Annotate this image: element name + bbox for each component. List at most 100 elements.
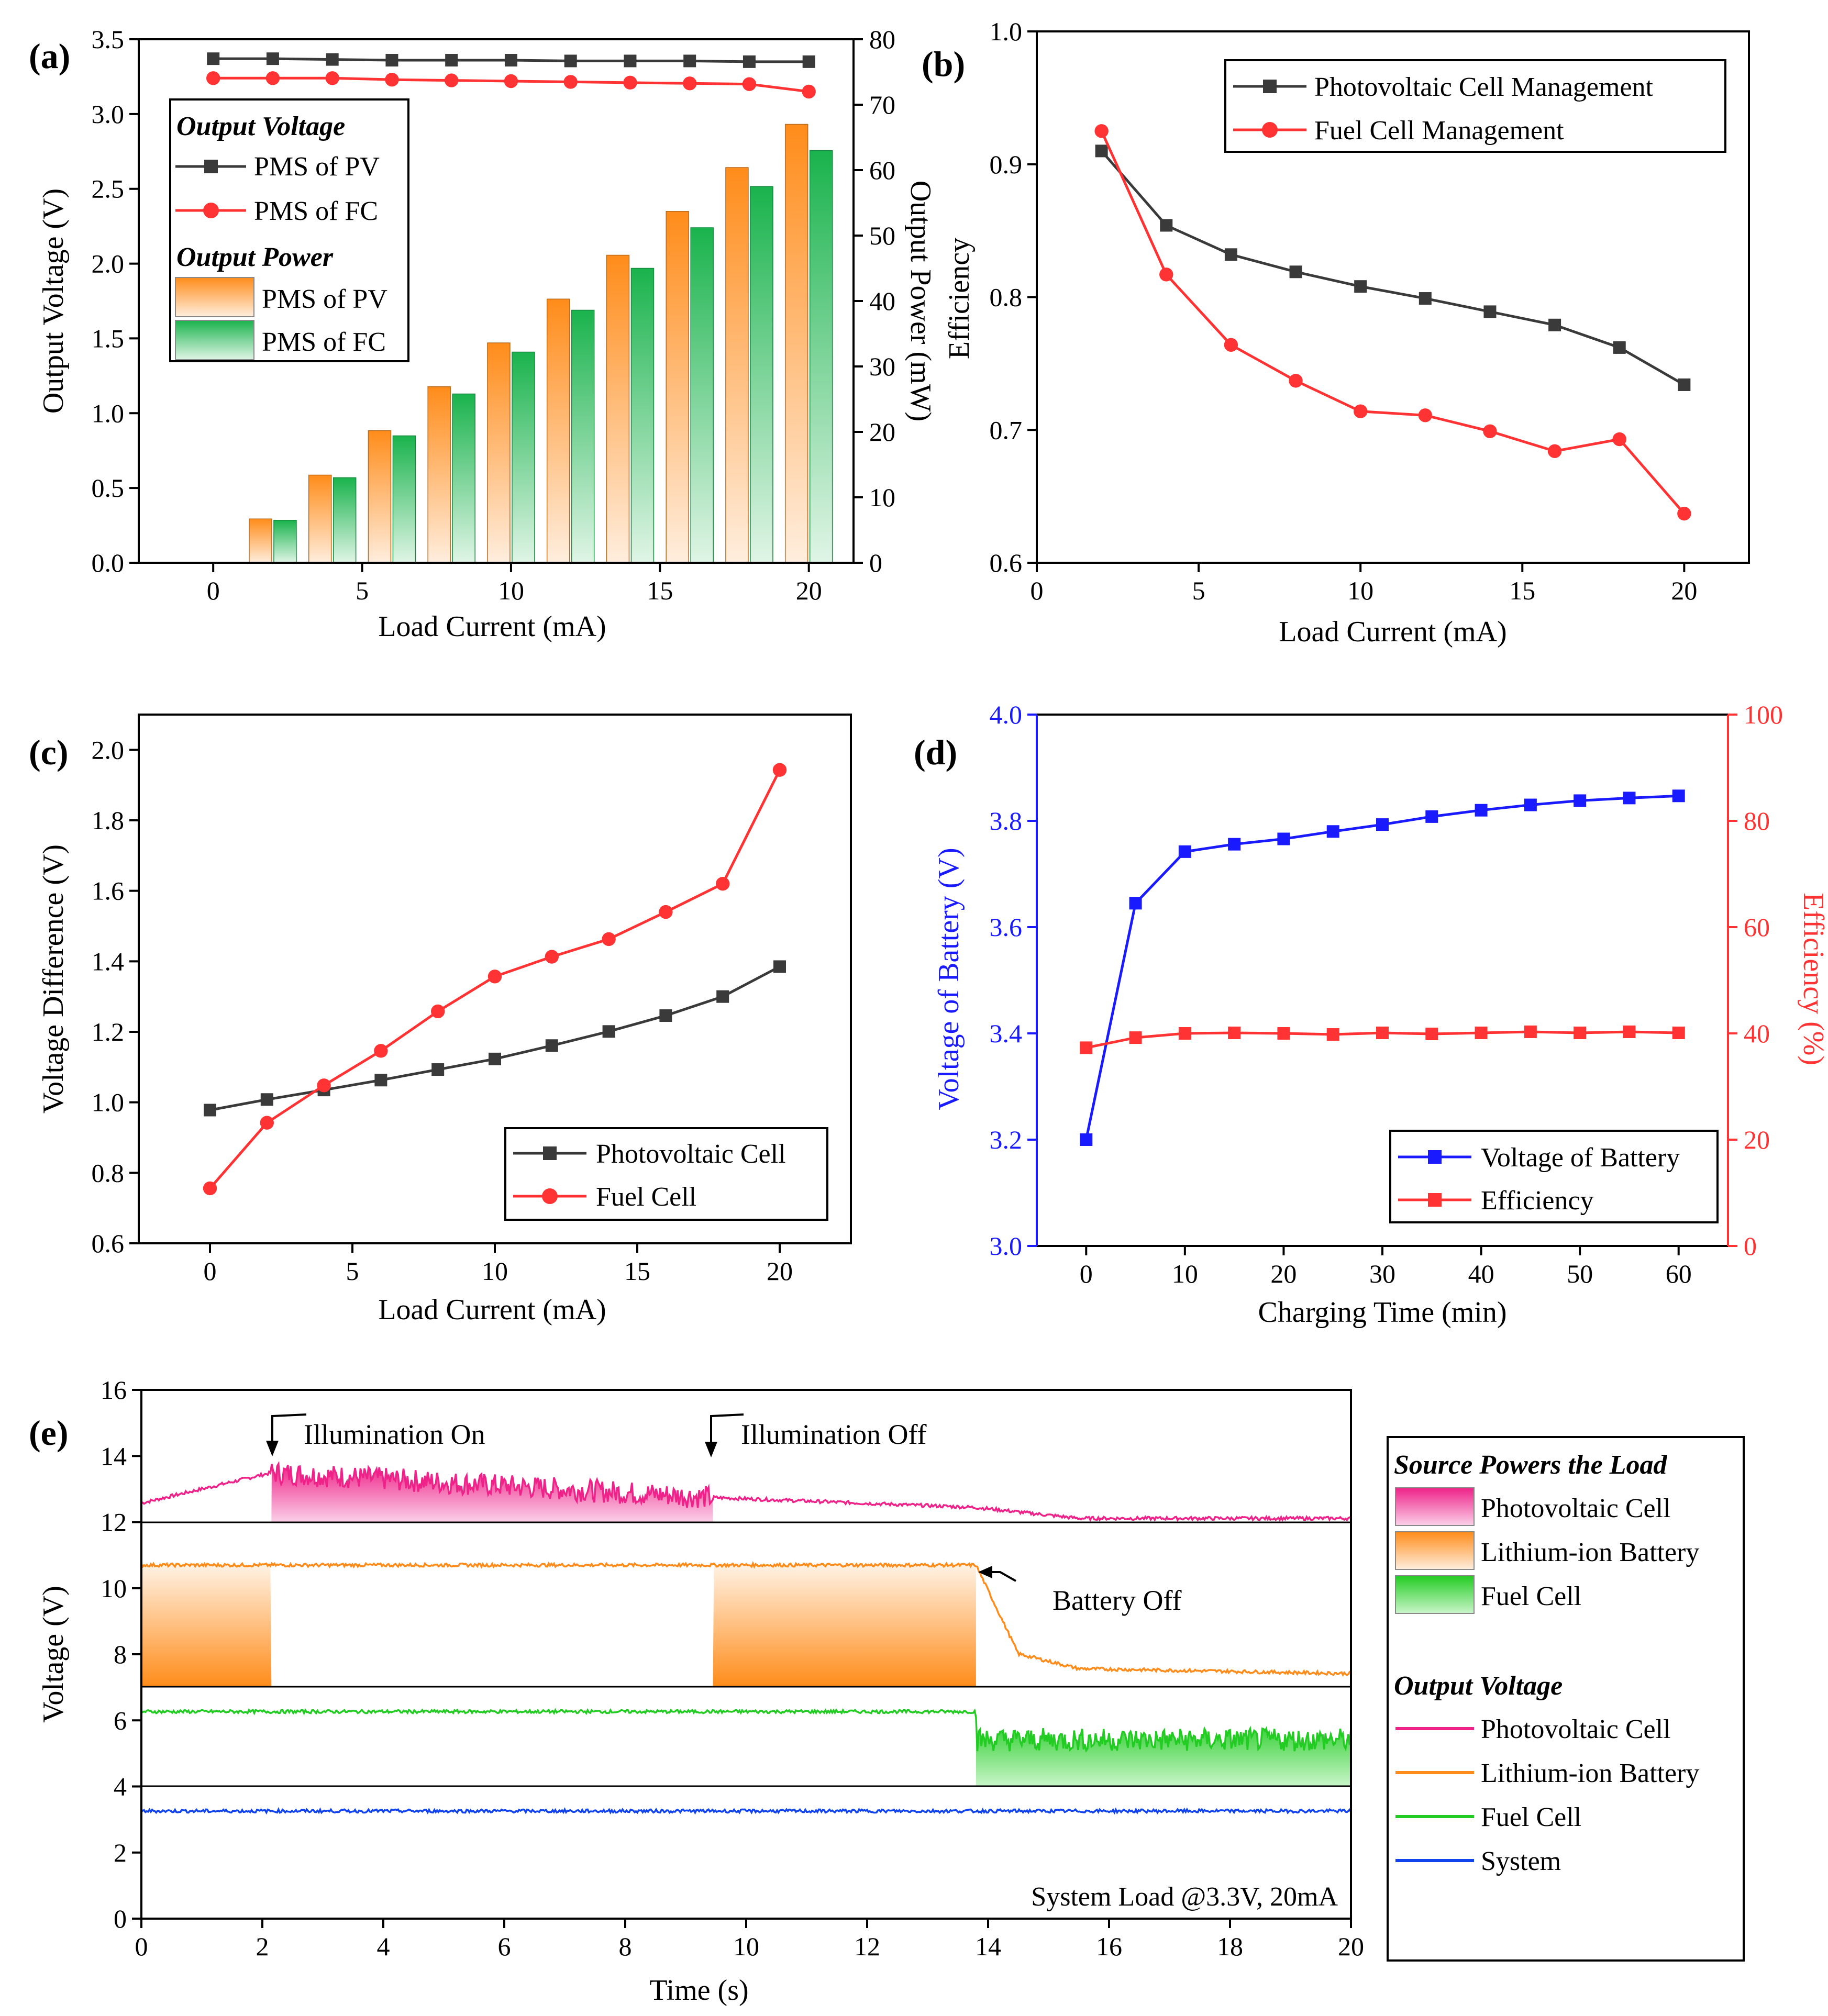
y-tick-label: 1.5 [92,324,125,353]
data-point [374,1044,388,1058]
legend: Voltage of Battery Efficiency [1389,1130,1719,1223]
legend-item: Fuel Cell [596,1182,696,1212]
y-axis-label: Voltage Difference (V) [37,844,70,1113]
x-tick-label: 60 [1666,1259,1692,1288]
bar-pv [725,167,749,563]
data-point [260,1116,274,1130]
y-tick-label: 1.6 [92,876,125,906]
y-tick-label: 12 [101,1508,127,1537]
data-point [1228,838,1241,851]
data-point [1678,378,1691,391]
y-tick-label: 2.5 [92,174,125,204]
legend-header-power: Output Power [176,242,334,272]
y-tick-label: 2.0 [92,249,125,279]
data-point [1376,1026,1389,1039]
data-point [564,54,577,68]
data-point [260,1093,273,1106]
data-point [431,1004,445,1019]
bar-fc [750,186,773,563]
data-point [1159,268,1173,282]
legend: Photovoltaic Cell Fuel Cell [504,1127,828,1221]
panel-label: (d) [914,732,957,772]
data-point [1224,248,1237,261]
data-point [1547,444,1562,459]
y-tick-label: 1.8 [92,806,125,835]
y2-tick-label: 40 [869,286,895,316]
y-tick-label: 4 [114,1772,127,1801]
legend-marker [542,1188,558,1204]
bar-pv [249,518,272,563]
data-point [1574,794,1587,807]
panel-e: (e) 0 2 4 6 8 10 12 14 16 18 20 0 2 4 6 8 10 12 14 16 Time … [29,1375,1745,2007]
annotation: System Load @3.3V, 20mA [1031,1882,1338,1912]
y-tick-label: 0.8 [990,283,1023,312]
data-point [1475,1026,1488,1039]
bar-fc [273,520,297,563]
data-point [1326,825,1339,838]
x-tick-label: 2 [256,1932,269,1961]
legend-swatch [175,320,254,360]
legend: Photovoltaic Cell Management Fuel Cell M… [1224,59,1726,153]
x-tick-label: 18 [1217,1932,1243,1961]
data-point [1483,305,1497,318]
x-axis-label: Load Current (mA) [1279,616,1506,648]
data-point [1475,804,1488,817]
data-point [1418,408,1433,422]
data-point [743,55,756,68]
legend-item: PMS of PV [262,284,387,314]
data-point [682,76,697,91]
panel-b: (b) 0 5 10 15 20 0.6 0.7 0.8 0.9 1.0 Load Current… [922,17,1750,648]
data-point [773,960,786,973]
x-tick-label: 0 [207,576,220,605]
panel-label: (c) [29,732,68,772]
bar-pv [666,211,689,563]
legend-item: Photovoltaic Cell [1481,1494,1671,1523]
legend-marker [1263,80,1277,93]
x-tick-label: 20 [767,1256,793,1286]
x-tick-label: 15 [624,1256,650,1286]
x-tick-label: 10 [498,576,524,605]
y-tick-label: 0.0 [92,548,125,577]
data-point [1228,1026,1241,1039]
data-point [203,1181,217,1196]
data-point [1524,1025,1537,1038]
x-tick-label: 5 [1192,576,1205,605]
series-line [1084,794,1679,1140]
data-point [1672,789,1685,803]
y-tick-label: 2.0 [92,735,125,764]
data-point [1080,1133,1093,1146]
x-tick-label: 20 [796,576,822,605]
data-point [266,52,279,65]
bar-pv [368,430,392,563]
data-point [1425,1028,1438,1041]
data-point [445,54,458,66]
data-point [659,1009,672,1022]
bar-pv [546,298,570,563]
data-point [563,75,578,89]
annotation: Battery Off [1053,1585,1181,1616]
data-point [504,74,518,88]
y-tick-label: 16 [101,1375,127,1405]
data-point [385,72,399,87]
y-tick-label: 4.0 [990,700,1023,729]
data-point [1326,1028,1339,1041]
bar-pv [784,124,808,563]
data-point [317,1078,331,1093]
y-tick-label: 0.6 [990,548,1023,577]
data-point [623,75,637,90]
data-point [431,1063,445,1076]
y-tick-label: 3.2 [990,1125,1023,1154]
data-point [716,877,730,891]
bar-pv [487,342,511,563]
panel-label: (e) [29,1413,68,1453]
legend-marker [1428,1193,1442,1207]
x-tick-label: 10 [733,1932,759,1961]
y-tick-label: 3.6 [990,912,1023,942]
x-tick-label: 40 [1468,1259,1494,1288]
y-axis-label: Efficiency [943,238,976,359]
data-point [374,1074,387,1087]
x-tick-label: 10 [1347,576,1373,605]
y2-tick-label: 60 [1744,912,1770,942]
bar-fc [512,351,535,563]
data-point [772,763,787,777]
